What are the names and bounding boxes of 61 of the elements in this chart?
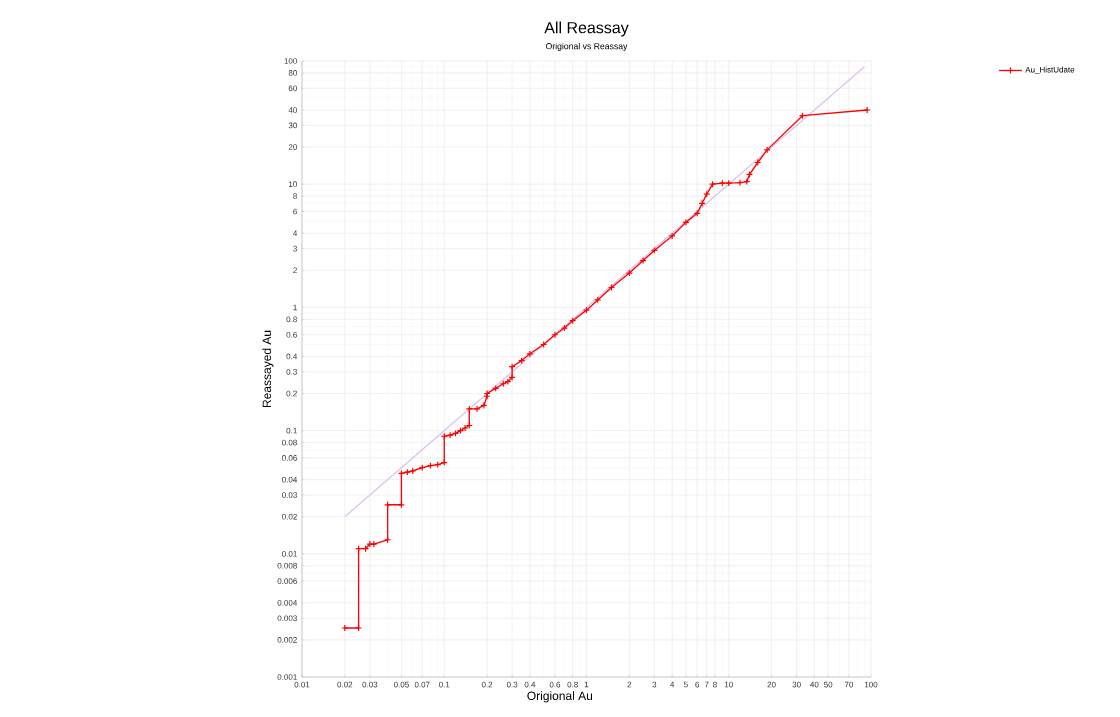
x-tick-label: 3 [652,681,657,688]
y-tick-label: 0.2 [286,390,297,397]
x-tick-label: 40 [810,681,819,688]
y-tick-label: 10 [289,181,297,188]
x-tick-label: 5 [684,681,688,688]
y-tick-label: 0.1 [286,427,297,434]
x-tick-label: 0.3 [506,681,518,688]
x-tick-label: 1 [584,681,589,688]
x-tick-label: 0.8 [567,681,578,688]
y-tick-label: 100 [284,58,297,64]
y-tick-label: 6 [293,208,297,215]
y-tick-label: 0.6 [286,331,297,338]
x-tick-label: 70 [844,681,854,688]
x-tick-label: 0.03 [362,681,378,688]
x-tick-label: 4 [670,681,675,688]
x-tick-label: 30 [792,681,801,688]
y-tick-label: 0.004 [277,600,298,606]
chart-title: All Reassay [544,21,629,37]
x-tick-label: 2 [627,681,632,688]
y-tick-label: 30 [288,122,297,129]
y-tick-label: 0.06 [282,455,297,461]
y-tick-label: 0.4 [286,353,298,360]
x-tick-label: 0.6 [549,681,561,688]
x-tick-label: 8 [713,681,717,688]
y-axis-title: Reassayed Au [262,330,274,408]
x-tick-label: 0.07 [414,681,430,688]
y-tick-label: 0.002 [277,637,297,643]
y-tick-label: 1 [293,304,297,311]
x-tick-label: 0.02 [337,681,353,688]
y-tick-label: 40 [288,107,297,113]
y-tick-label: 2 [293,267,297,274]
x-axis-title: Origional Au [527,691,593,703]
y-tick-label: 80 [288,70,297,76]
y-tick-label: 20 [288,144,297,150]
y-tick-label: 0.04 [282,476,298,483]
y-tick-label: 0.3 [286,368,297,375]
y-tick-label: 0.8 [286,316,297,323]
y-tick-label: 0.01 [282,550,297,557]
y-tick-label: 0.008 [277,562,297,569]
y-tick-label: 0.08 [282,439,297,446]
legend-label: Au_HistUdate [1025,66,1075,74]
y-tick-label: 0.006 [277,578,297,584]
y-tick-label: 0.02 [282,513,297,520]
y-tick-label: 0.003 [277,615,297,622]
y-tick-label: 8 [293,193,297,199]
x-tick-label: 0.05 [393,681,409,688]
x-tick-label: 100 [864,681,878,688]
y-tick-label: 0.001 [277,674,297,680]
x-tick-label: 10 [724,681,733,688]
x-tick-label: 0.4 [524,681,536,688]
y-tick-label: 4 [293,230,298,236]
x-tick-label: 50 [824,681,833,688]
x-tick-label: 0.1 [439,681,450,688]
y-tick-label: 60 [288,85,297,92]
x-tick-label: 20 [767,681,776,688]
y-tick-label: 3 [293,245,297,252]
x-tick-label: 7 [704,681,709,688]
x-tick-label: 6 [695,681,700,688]
x-tick-label: 0.2 [481,681,493,688]
y-tick-label: 0.03 [282,492,297,498]
chart-subtitle: Origional vs Reassay [545,42,628,51]
